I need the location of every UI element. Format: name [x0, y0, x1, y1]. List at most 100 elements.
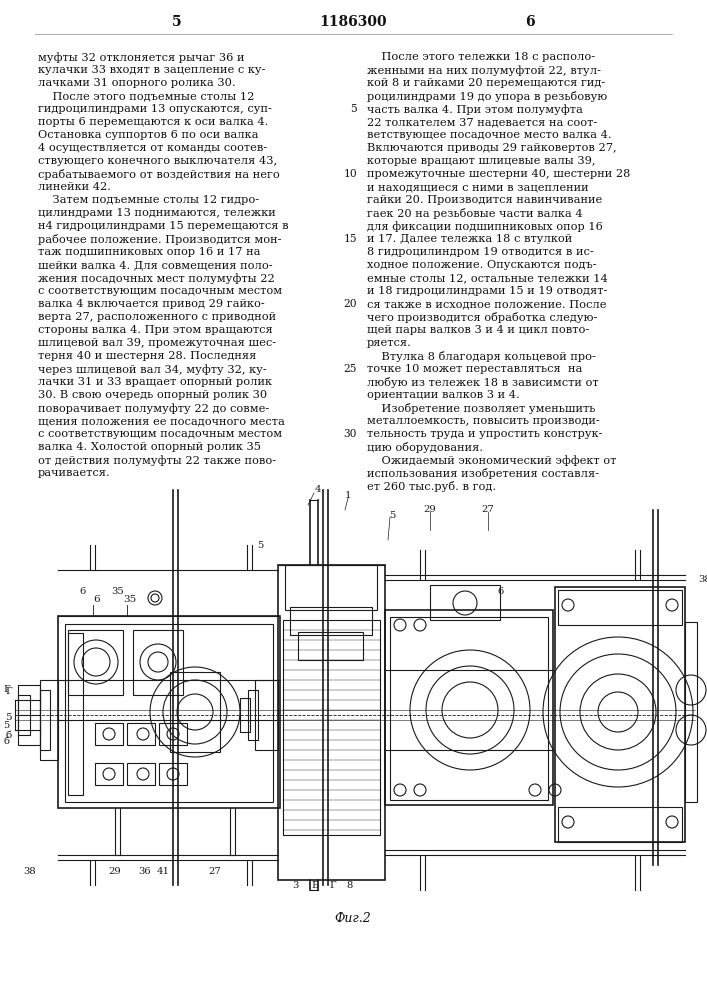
Text: лачками 31 опорного ролика 30.: лачками 31 опорного ролика 30.: [38, 78, 235, 88]
Text: 30: 30: [344, 429, 357, 439]
Bar: [685, 622, 697, 802]
Text: которые вращают шлицевые валы 39,: которые вращают шлицевые валы 39,: [367, 156, 595, 166]
Text: 1186300: 1186300: [319, 15, 387, 29]
Text: промежуточные шестерни 40, шестерни 28: промежуточные шестерни 40, шестерни 28: [367, 169, 631, 179]
Text: часть валка 4. При этом полумуфта: часть валка 4. При этом полумуфта: [367, 104, 583, 115]
Text: 8: 8: [347, 880, 354, 890]
Bar: [95, 763, 123, 785]
Text: 25: 25: [344, 364, 357, 374]
Text: Г: Г: [4, 686, 10, 694]
Text: ветствующее посадочное место валка 4.: ветствующее посадочное место валка 4.: [367, 130, 612, 140]
Text: от действия полумуфты 22 также пово-: от действия полумуфты 22 также пово-: [38, 455, 276, 466]
Bar: [95, 723, 123, 745]
Bar: [159, 723, 187, 745]
Text: Включаются приводы 29 гайковертов 27,: Включаются приводы 29 гайковертов 27,: [367, 143, 617, 153]
Text: использования изобретения составля-: использования изобретения составля-: [367, 468, 599, 479]
Text: 30. В свою очередь опорный ролик 30: 30. В свою очередь опорный ролик 30: [38, 390, 267, 400]
Text: жения посадочных мест полумуфты 22: жения посадочных мест полумуфты 22: [38, 273, 275, 284]
Text: рачивается.: рачивается.: [38, 468, 111, 478]
Text: 5: 5: [389, 510, 395, 520]
Text: 6: 6: [497, 587, 503, 596]
Text: 29: 29: [109, 867, 122, 876]
Text: щей пары валков 3 и 4 и цикл повто-: щей пары валков 3 и 4 и цикл повто-: [367, 325, 589, 335]
Text: 41: 41: [156, 867, 170, 876]
Text: ориентации валков 3 и 4.: ориентации валков 3 и 4.: [367, 390, 520, 400]
Bar: [170, 672, 220, 752]
Text: 36: 36: [139, 867, 151, 876]
Text: стороны валка 4. При этом вращаются: стороны валка 4. При этом вращаются: [38, 325, 273, 335]
Text: 38: 38: [23, 867, 36, 876]
Text: с соответствующим посадочным местом: с соответствующим посадочным местом: [38, 429, 282, 439]
Text: терня 40 и шестерня 28. Последняя: терня 40 и шестерня 28. Последняя: [38, 351, 257, 361]
Text: гидроцилиндрами 13 опускаются, суп-: гидроцилиндрами 13 опускаются, суп-: [38, 104, 272, 114]
Bar: [285, 565, 377, 610]
Bar: [68, 630, 123, 695]
Text: ряется.: ряется.: [367, 338, 412, 348]
Text: 27: 27: [209, 867, 221, 876]
Text: через шлицевой вал 34, муфту 32, ку-: через шлицевой вал 34, муфту 32, ку-: [38, 364, 267, 375]
Text: б: б: [4, 738, 10, 746]
Bar: [127, 723, 155, 745]
Text: 6: 6: [525, 15, 534, 29]
Text: срабатываемого от воздействия на него: срабатываемого от воздействия на него: [38, 169, 280, 180]
Text: н4 гидроцилиндрами 15 перемещаются в: н4 гидроцилиндрами 15 перемещаются в: [38, 221, 288, 231]
Text: и 17. Далее тележка 18 с втулкой: и 17. Далее тележка 18 с втулкой: [367, 234, 572, 244]
Bar: [255, 680, 278, 750]
Text: б: б: [6, 730, 12, 740]
Text: кулачки 33 входят в зацепление с ку-: кулачки 33 входят в зацепление с ку-: [38, 65, 266, 75]
Text: гаек 20 на резьбовые части валка 4: гаек 20 на резьбовые части валка 4: [367, 208, 583, 219]
Bar: [290, 607, 372, 635]
Bar: [555, 587, 685, 842]
Text: 5: 5: [4, 722, 10, 730]
Bar: [18, 695, 30, 735]
Bar: [390, 617, 548, 800]
Text: кой 8 и гайками 20 перемещаются гид-: кой 8 и гайками 20 перемещаются гид-: [367, 78, 605, 88]
Text: рабочее положение. Производится мон-: рабочее положение. Производится мон-: [38, 234, 281, 245]
Bar: [558, 807, 682, 842]
Text: 15: 15: [344, 234, 357, 244]
Text: точке 10 может переставляться  на: точке 10 может переставляться на: [367, 364, 583, 374]
Text: Г: Г: [5, 688, 12, 696]
Text: женными на них полумуфтой 22, втул-: женными на них полумуфтой 22, втул-: [367, 65, 601, 76]
Text: верта 27, расположенного с приводной: верта 27, расположенного с приводной: [38, 312, 276, 322]
Text: После этого тележки 18 с располо-: После этого тележки 18 с располо-: [367, 52, 595, 62]
Bar: [298, 632, 363, 660]
Text: 29: 29: [423, 506, 436, 514]
Bar: [558, 590, 682, 625]
Bar: [68, 633, 83, 795]
Bar: [248, 690, 258, 740]
Text: Б: Б: [311, 880, 319, 890]
Bar: [133, 630, 183, 695]
Text: щения положения ее посадочного места: щения положения ее посадочного места: [38, 416, 285, 426]
Text: 20: 20: [344, 299, 357, 309]
Text: Затем подъемные столы 12 гидро-: Затем подъемные столы 12 гидро-: [38, 195, 259, 205]
Text: 35: 35: [124, 595, 136, 604]
Text: 22 толкателем 37 надевается на соот-: 22 толкателем 37 надевается на соот-: [367, 117, 597, 127]
Text: таж подшипниковых опор 16 и 17 на: таж подшипниковых опор 16 и 17 на: [38, 247, 260, 257]
Text: 38: 38: [698, 576, 707, 584]
Text: поворачивает полумуфту 22 до совме-: поворачивает полумуфту 22 до совме-: [38, 403, 269, 414]
Text: шейки валка 4. Для совмещения поло-: шейки валка 4. Для совмещения поло-: [38, 260, 273, 270]
Text: 6: 6: [94, 595, 100, 604]
Text: роцилиндрами 19 до упора в резьбовую: роцилиндрами 19 до упора в резьбовую: [367, 91, 607, 102]
Text: тельность труда и упростить конструк-: тельность труда и упростить конструк-: [367, 429, 602, 439]
Text: 5: 5: [350, 104, 357, 114]
Text: 35: 35: [112, 587, 124, 596]
Text: чего производится обработка следую-: чего производится обработка следую-: [367, 312, 597, 323]
Text: муфты 32 отклоняется рычаг 36 и: муфты 32 отклоняется рычаг 36 и: [38, 52, 245, 63]
Text: цию оборудования.: цию оборудования.: [367, 442, 483, 453]
Bar: [65, 624, 273, 802]
Text: 1: 1: [345, 490, 351, 499]
Bar: [283, 620, 380, 835]
Text: ствующего конечного выключателя 43,: ствующего конечного выключателя 43,: [38, 156, 277, 166]
Text: Изобретение позволяет уменьшить: Изобретение позволяет уменьшить: [367, 403, 595, 414]
Text: 8 гидроцилиндром 19 отводится в ис-: 8 гидроцилиндром 19 отводится в ис-: [367, 247, 594, 257]
Bar: [430, 585, 500, 620]
Text: 6: 6: [79, 587, 85, 596]
Text: 5: 5: [173, 15, 182, 29]
Text: любую из тележек 18 в зависимсти от: любую из тележек 18 в зависимсти от: [367, 377, 599, 388]
Text: После этого подъемные столы 12: После этого подъемные столы 12: [38, 91, 255, 101]
Bar: [58, 616, 280, 808]
Text: ет 260 тыс.руб. в год.: ет 260 тыс.руб. в год.: [367, 481, 496, 492]
Bar: [127, 763, 155, 785]
